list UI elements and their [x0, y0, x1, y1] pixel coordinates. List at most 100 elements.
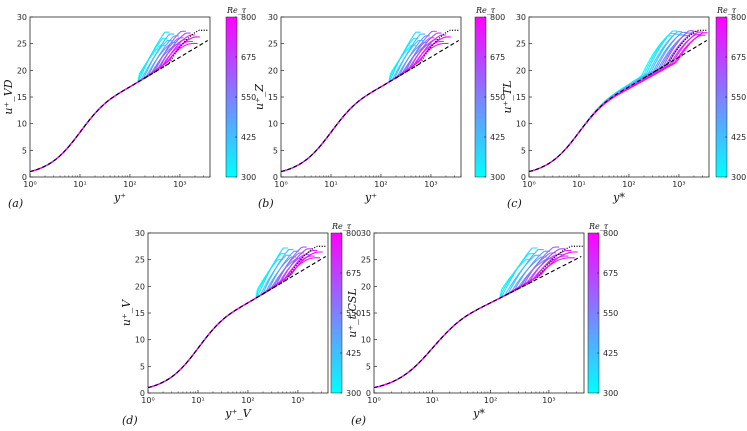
- chart-panel: 0 5 10 15 20 25 30 10⁰ 10¹ 10² 10³ y* u⁺_TL (c) Re_τ80…: [501, 6, 746, 210]
- y-tick-label: 20: [361, 282, 371, 291]
- x-tick-label: 10³: [424, 180, 437, 189]
- reference-dashed-line: [528, 40, 707, 173]
- x-axis-label: y*: [472, 407, 485, 420]
- y-tick-label: 20: [135, 282, 145, 291]
- y-tick-label: 25: [17, 40, 27, 49]
- y-axis-label: u⁺_Z: [253, 84, 266, 110]
- colorbar-tick-label: 425: [603, 349, 618, 358]
- colorbar-tick-label: 425: [731, 133, 746, 142]
- y-tick-label: 0: [366, 389, 371, 398]
- panel-label: (d): [122, 414, 138, 427]
- y-tick-label: 30: [361, 229, 371, 238]
- colorbar-tick-label: 800: [603, 229, 618, 238]
- colorbar-title: Re_τ: [331, 222, 352, 231]
- x-tick-label: 10¹: [324, 180, 337, 189]
- panel-label: (c): [507, 197, 522, 210]
- y-tick-label: 30: [516, 13, 526, 22]
- chart-panel: 0 5 10 15 20 25 30 10⁰ 10¹ 10² 10³ y* u⁺_t,CSL (e) Re_…: [346, 222, 618, 427]
- x-tick-label: 10⁰: [141, 396, 154, 405]
- colorbar-tick-label: 300: [603, 389, 618, 398]
- chart-panel: 0 5 10 15 20 25 30 10⁰ 10¹ 10² 10³ y⁺_V u⁺_V (d) Re_τ8…: [120, 222, 361, 427]
- y-tick-label: 5: [366, 362, 371, 371]
- y-tick-label: 25: [135, 256, 145, 265]
- axes-frame: [528, 16, 710, 178]
- x-tick-label: 10²: [123, 180, 136, 189]
- x-tick-label: 10¹: [572, 180, 585, 189]
- y-tick-label: 10: [17, 120, 27, 129]
- y-tick-label: 10: [361, 336, 371, 345]
- series-line: [29, 36, 200, 173]
- y-tick-label: 10: [135, 336, 145, 345]
- colorbar-tick-label: 300: [241, 173, 256, 182]
- x-axis-label: y*: [612, 191, 625, 204]
- x-tick-label: 10²: [484, 396, 497, 405]
- colorbar-tick-label: 425: [241, 133, 256, 142]
- colorbar-tick-label: 800: [346, 229, 361, 238]
- y-tick-label: 20: [268, 66, 278, 75]
- x-tick-label: 10³: [173, 180, 186, 189]
- reference-dashed-line: [29, 40, 208, 173]
- y-tick-label: 15: [361, 309, 371, 318]
- y-tick-label: 30: [135, 229, 145, 238]
- y-tick-label: 30: [17, 13, 27, 22]
- axes-frame: [147, 232, 329, 394]
- colorbar-title: Re_τ: [475, 6, 496, 15]
- x-axis-label: y⁺: [113, 191, 126, 204]
- y-tick-label: 0: [140, 389, 145, 398]
- colorbar-tick-label: 425: [346, 349, 361, 358]
- y-tick-label: 5: [22, 146, 27, 155]
- x-tick-label: 10¹: [191, 396, 204, 405]
- x-axis-label: y⁺_V: [224, 407, 252, 420]
- axes-frame: [373, 232, 585, 394]
- x-tick-label: 10²: [241, 396, 254, 405]
- colorbar-tick-label: 300: [731, 173, 746, 182]
- colorbar-tick-label: 550: [731, 93, 746, 102]
- colorbar-tick-label: 550: [346, 309, 361, 318]
- axes-frame: [280, 16, 462, 178]
- x-axis-label: y⁺: [364, 191, 377, 204]
- y-axis-label: u⁺_TL: [501, 80, 514, 113]
- panel-label: (a): [8, 197, 23, 210]
- reference-dotted-line: [507, 245, 583, 295]
- x-tick-label: 10⁰: [367, 396, 380, 405]
- y-tick-label: 25: [516, 40, 526, 49]
- colorbar-tick-label: 675: [731, 53, 746, 62]
- y-tick-label: 5: [140, 362, 145, 371]
- x-tick-label: 10²: [622, 180, 635, 189]
- colorbar-tick-label: 675: [346, 269, 361, 278]
- y-tick-label: 15: [268, 93, 278, 102]
- chart-panel: 0 5 10 15 20 25 30 10⁰ 10¹ 10² 10³ y⁺ u⁺_VD (a) Re_τ80…: [2, 6, 256, 210]
- panel-label: (e): [351, 414, 366, 427]
- y-tick-label: 15: [135, 309, 145, 318]
- colorbar-tick-label: 800: [731, 13, 746, 22]
- x-tick-label: 10⁰: [274, 180, 287, 189]
- series-line: [280, 36, 451, 173]
- reference-dashed-line: [280, 40, 459, 173]
- y-tick-label: 15: [516, 93, 526, 102]
- x-tick-label: 10⁰: [522, 180, 535, 189]
- colorbar-tick-label: 675: [603, 269, 618, 278]
- colorbar-tick-label: 675: [241, 53, 256, 62]
- colorbar-tick-label: 550: [241, 93, 256, 102]
- y-tick-label: 10: [268, 120, 278, 129]
- x-tick-label: 10³: [672, 180, 685, 189]
- y-tick-label: 25: [268, 40, 278, 49]
- x-tick-label: 10²: [374, 180, 387, 189]
- x-tick-label: 10¹: [73, 180, 86, 189]
- colorbar-tick-label: 675: [490, 53, 505, 62]
- axes-frame: [29, 16, 211, 178]
- x-tick-label: 10³: [542, 396, 555, 405]
- colorbar-tick-label: 550: [490, 93, 505, 102]
- y-tick-label: 5: [521, 146, 526, 155]
- y-axis-label: u⁺_t,CSL: [346, 288, 359, 338]
- colorbar-tick-label: 425: [490, 133, 505, 142]
- y-tick-label: 20: [17, 66, 27, 75]
- reference-dashed-line: [373, 256, 582, 389]
- colorbar-tick-label: 300: [490, 173, 505, 182]
- x-tick-label: 10⁰: [23, 180, 36, 189]
- colorbar-title: Re_τ: [588, 222, 609, 231]
- y-tick-label: 5: [273, 146, 278, 155]
- panel-label: (b): [258, 197, 274, 210]
- chart-panel: 0 5 10 15 20 25 30 10⁰ 10¹ 10² 10³ y⁺ u⁺_Z (b) Re_τ800…: [253, 6, 505, 210]
